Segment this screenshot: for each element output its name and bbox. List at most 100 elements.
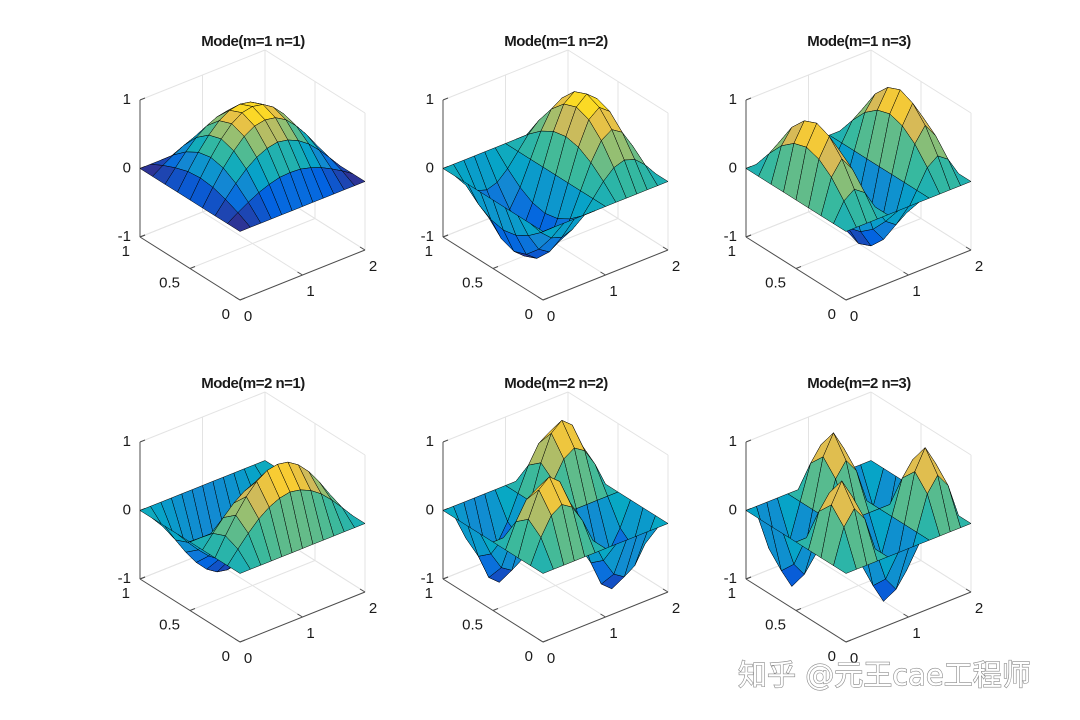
x-tick bbox=[537, 296, 544, 301]
subplot-title: Mode(m=1 n=3) bbox=[807, 33, 911, 50]
subplot-title: Mode(m=1 n=2) bbox=[504, 33, 608, 50]
x-tick bbox=[234, 296, 241, 301]
z-tick bbox=[139, 439, 146, 443]
grid-line bbox=[870, 391, 972, 456]
x-tick-label: 1 bbox=[912, 625, 920, 642]
x-tick bbox=[600, 271, 606, 276]
x-tick bbox=[600, 613, 606, 618]
y-tick bbox=[542, 639, 549, 643]
y-tick-label: 1 bbox=[425, 243, 433, 260]
y-tick bbox=[745, 576, 752, 580]
y-tick-label: 0.5 bbox=[159, 274, 180, 291]
z-tick-label: -1 bbox=[421, 228, 434, 245]
x-tick-label: 2 bbox=[369, 258, 377, 275]
y-tick-label: 1 bbox=[122, 585, 130, 602]
x-tick-label: 0 bbox=[547, 308, 555, 325]
x-tick bbox=[359, 588, 366, 593]
x-tick bbox=[903, 271, 909, 276]
x-tick bbox=[965, 246, 972, 251]
z-tick-label: 1 bbox=[123, 91, 131, 108]
y-tick bbox=[139, 234, 146, 238]
z-tick-label: 1 bbox=[426, 433, 434, 450]
subplot: -1 0 1 0 0.5 1 0 1 2 Mode(m=1 n=1) bbox=[118, 33, 378, 325]
z-tick bbox=[745, 97, 752, 101]
x-tick bbox=[903, 613, 909, 618]
watermark: 知乎 @元王cae工程师 bbox=[738, 658, 1031, 692]
x-tick bbox=[297, 613, 303, 618]
x-tick bbox=[662, 588, 669, 593]
x-tick bbox=[965, 588, 972, 593]
z-tick-label: 0 bbox=[729, 501, 737, 518]
y-tick-label: 0 bbox=[525, 306, 533, 323]
x-tick bbox=[359, 246, 366, 251]
y-tick bbox=[795, 608, 802, 611]
surface-patch bbox=[227, 548, 251, 574]
x-tick bbox=[234, 638, 241, 643]
y-tick-label: 0 bbox=[525, 648, 533, 665]
y-tick bbox=[542, 297, 549, 301]
y-tick bbox=[845, 297, 852, 301]
subplot: -1 0 1 0 0.5 1 0 1 2 Mode(m=2 n=1) bbox=[118, 375, 378, 667]
grid-line bbox=[139, 391, 266, 443]
x-tick-label: 1 bbox=[306, 283, 314, 300]
y-tick-label: 1 bbox=[728, 243, 736, 260]
y-tick bbox=[189, 608, 196, 611]
z-tick-label: 0 bbox=[729, 159, 737, 176]
z-tick-label: 1 bbox=[426, 91, 434, 108]
surface-patch bbox=[530, 223, 554, 233]
subplot: -1 0 1 0 0.5 1 0 1 2 Mode(m=2 n=3) bbox=[724, 375, 984, 667]
y-tick bbox=[139, 576, 146, 580]
grid-line bbox=[745, 49, 872, 101]
y-tick-label: 0 bbox=[222, 306, 230, 323]
z-tick-label: -1 bbox=[118, 228, 131, 245]
z-tick bbox=[442, 97, 449, 101]
x-tick-label: 0 bbox=[547, 650, 555, 667]
subplot-title: Mode(m=2 n=3) bbox=[807, 375, 911, 392]
y-tick-label: 0 bbox=[222, 648, 230, 665]
grid-line bbox=[189, 218, 316, 269]
x-tick-label: 1 bbox=[912, 283, 920, 300]
x-tick-label: 2 bbox=[672, 600, 680, 617]
x-tick bbox=[840, 638, 847, 643]
y-tick-label: 1 bbox=[425, 585, 433, 602]
z-tick-label: 0 bbox=[426, 501, 434, 518]
grid-line bbox=[442, 49, 569, 101]
grid-line bbox=[189, 560, 316, 611]
z-tick-label: -1 bbox=[421, 570, 434, 587]
y-tick-label: 0.5 bbox=[765, 274, 786, 291]
x-tick bbox=[297, 271, 303, 276]
y-tick-label: 0 bbox=[828, 306, 836, 323]
y-tick bbox=[442, 576, 449, 580]
surface-patch bbox=[833, 200, 857, 232]
y-tick-label: 1 bbox=[122, 243, 130, 260]
y-tick bbox=[845, 639, 852, 643]
subplot-title: Mode(m=1 n=1) bbox=[201, 33, 305, 50]
y-tick bbox=[745, 234, 752, 238]
y-tick bbox=[239, 639, 246, 643]
surface-patch bbox=[227, 212, 251, 232]
y-tick bbox=[795, 266, 802, 269]
subplot: -1 0 1 0 0.5 1 0 1 2 Mode(m=2 n=2) bbox=[421, 375, 681, 667]
subplot: -1 0 1 0 0.5 1 0 1 2 Mode(m=1 n=2) bbox=[421, 33, 681, 325]
grid-line bbox=[870, 49, 972, 114]
subplot-title: Mode(m=2 n=1) bbox=[201, 375, 305, 392]
grid-line bbox=[567, 49, 669, 114]
y-tick-label: 0.5 bbox=[462, 274, 483, 291]
z-tick-label: -1 bbox=[118, 570, 131, 587]
y-tick-label: 0.5 bbox=[159, 616, 180, 633]
surface-patch bbox=[530, 537, 554, 574]
y-tick bbox=[492, 608, 499, 611]
y-tick bbox=[442, 234, 449, 238]
y-tick-label: 1 bbox=[728, 585, 736, 602]
grid-line bbox=[264, 49, 366, 114]
z-tick-label: 1 bbox=[123, 433, 131, 450]
grid-line bbox=[442, 391, 569, 443]
grid-line bbox=[745, 391, 872, 443]
z-tick-label: -1 bbox=[724, 570, 737, 587]
x-tick-label: 2 bbox=[369, 600, 377, 617]
x-tick-label: 0 bbox=[850, 650, 858, 667]
x-tick-label: 2 bbox=[975, 258, 983, 275]
grid-line bbox=[567, 391, 669, 456]
z-tick bbox=[442, 439, 449, 443]
